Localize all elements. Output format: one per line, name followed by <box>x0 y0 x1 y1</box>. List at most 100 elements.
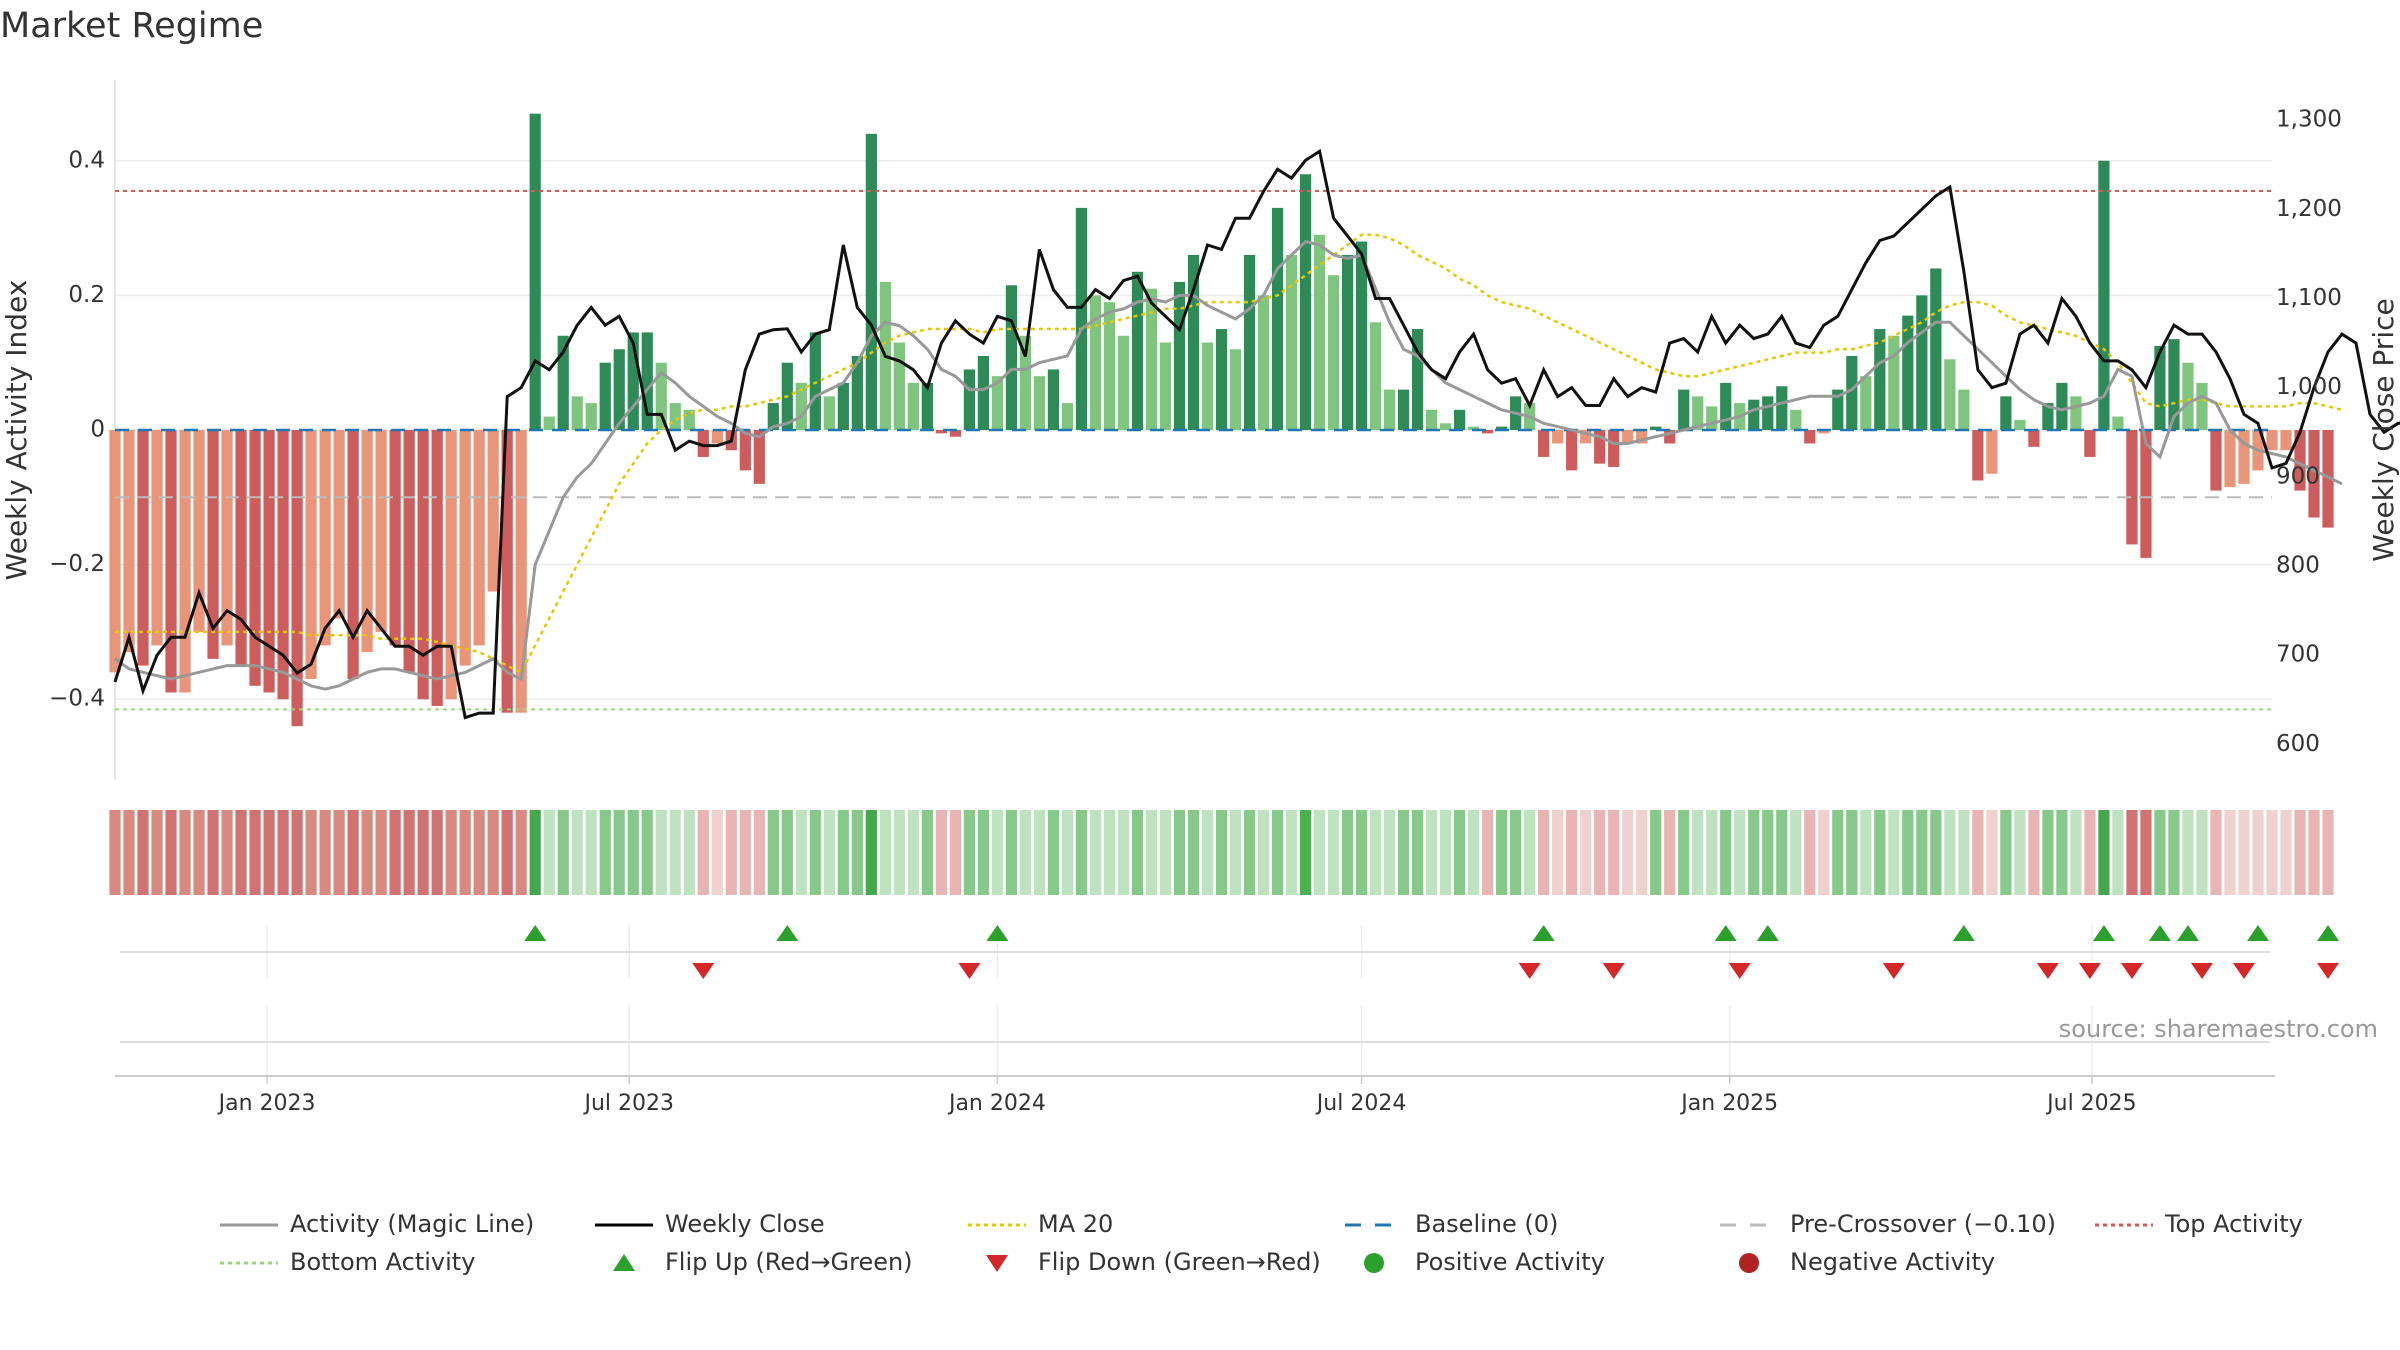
activity-bar <box>361 430 373 653</box>
regime-cell <box>1089 810 1102 895</box>
regime-cell <box>1846 810 1858 895</box>
weekly-close-line <box>113 148 2400 720</box>
activity-bar <box>571 396 583 430</box>
activity-bar <box>1061 403 1074 430</box>
regime-cell <box>1748 810 1760 895</box>
regime-cell <box>291 810 303 895</box>
y2-tick-label: 1,100 <box>2276 285 2342 311</box>
activity-bar <box>921 382 933 430</box>
activity-bar <box>1426 409 1438 430</box>
activity-bar <box>697 430 709 457</box>
activity-bar <box>179 430 191 693</box>
activity-bar <box>1916 295 1928 430</box>
activity-bar <box>1538 430 1550 457</box>
regime-cell <box>1804 810 1816 895</box>
activity-bar <box>193 430 205 632</box>
regime-cell <box>1131 810 1144 895</box>
regime-cell <box>837 810 849 895</box>
activity-bar <box>137 430 149 666</box>
activity-bar <box>613 349 625 430</box>
activity-bar <box>1944 359 1956 430</box>
activity-bar <box>1019 335 1032 430</box>
regime-cell <box>893 810 905 895</box>
regime-cell <box>669 810 681 895</box>
activity-bar <box>2294 430 2306 491</box>
legend-label: Flip Down (Green→Red) <box>1038 1248 1321 1276</box>
regime-cell <box>277 810 289 895</box>
activity-bar <box>837 382 849 430</box>
regime-cell <box>1173 810 1186 895</box>
regime-cell <box>641 810 653 895</box>
x-tick-label: Jul 2024 <box>1315 1091 1407 1116</box>
regime-cell <box>1510 810 1522 895</box>
regime-cell <box>921 810 933 895</box>
y2-axis-title: Weekly Close Price <box>2367 298 2400 561</box>
regime-cell <box>585 810 597 895</box>
activity-bar <box>1804 430 1816 444</box>
legend-swatch-down-icon <box>986 1255 1008 1272</box>
regime-cell <box>1790 810 1802 895</box>
regime-cell <box>1005 810 1018 895</box>
regime-cell <box>403 810 415 895</box>
activity-bar <box>221 430 233 646</box>
regime-cell <box>193 810 205 895</box>
regime-cell <box>1243 810 1256 895</box>
regime-cell <box>2168 810 2180 895</box>
regime-cell <box>1468 810 1480 895</box>
activity-bar <box>2210 430 2222 491</box>
regime-cell <box>2224 810 2236 895</box>
activity-bar <box>1776 386 1788 430</box>
activity-bar <box>263 430 275 693</box>
regime-cell <box>2266 810 2278 895</box>
regime-cell <box>2252 810 2264 895</box>
regime-cell <box>347 810 359 895</box>
regime-cell <box>1075 810 1088 895</box>
activity-bar <box>655 362 667 430</box>
activity-bar <box>1860 376 1872 430</box>
activity-bar <box>711 430 723 444</box>
activity-bar <box>1874 329 1886 430</box>
activity-bar <box>1412 329 1424 430</box>
regime-cell <box>1215 810 1228 895</box>
regime-cell <box>1552 810 1564 895</box>
regime-cell <box>809 810 821 895</box>
activity-bar <box>1790 409 1802 430</box>
legend-item: Positive Activity <box>1364 1248 1605 1276</box>
regime-cell <box>529 810 541 895</box>
activity-bar <box>935 430 947 434</box>
activity-bar <box>2140 430 2152 558</box>
y2-tick-label: 800 <box>2276 552 2320 578</box>
legend-item: Baseline (0) <box>1345 1210 1558 1238</box>
x-tick-label: Jan 2025 <box>1679 1091 1778 1116</box>
regime-cell <box>1944 810 1956 895</box>
activity-bar <box>1103 302 1116 430</box>
activity-bar <box>1636 430 1648 444</box>
activity-bar <box>1355 241 1368 430</box>
legend-item: Negative Activity <box>1739 1248 1995 1276</box>
regime-cell <box>1426 810 1438 895</box>
activity-bar <box>277 430 289 700</box>
flip-down-marker <box>2317 963 2340 979</box>
flip-down-marker <box>2120 963 2143 979</box>
regime-cell <box>1229 810 1242 895</box>
regime-cell <box>515 810 527 895</box>
regime-cell <box>1496 810 1508 895</box>
x-tick-label: Jul 2023 <box>582 1091 674 1116</box>
activity-bar <box>2042 403 2054 430</box>
activity-bar <box>543 416 555 430</box>
legend-item: MA 20 <box>968 1210 1113 1238</box>
legend-swatch-dot <box>1364 1253 1384 1273</box>
activity-bar <box>1972 430 1984 481</box>
activity-bar <box>1664 430 1676 444</box>
regime-cell <box>2308 810 2320 895</box>
regime-cell <box>571 810 583 895</box>
activity-bar <box>207 430 219 659</box>
legend-item: Weekly Close <box>595 1210 825 1238</box>
regime-cell <box>1271 810 1284 895</box>
regime-cell <box>823 810 835 895</box>
regime-cell <box>977 810 990 895</box>
activity-bar <box>2126 430 2138 545</box>
regime-cell <box>305 810 317 895</box>
activity-bar <box>2154 345 2166 430</box>
